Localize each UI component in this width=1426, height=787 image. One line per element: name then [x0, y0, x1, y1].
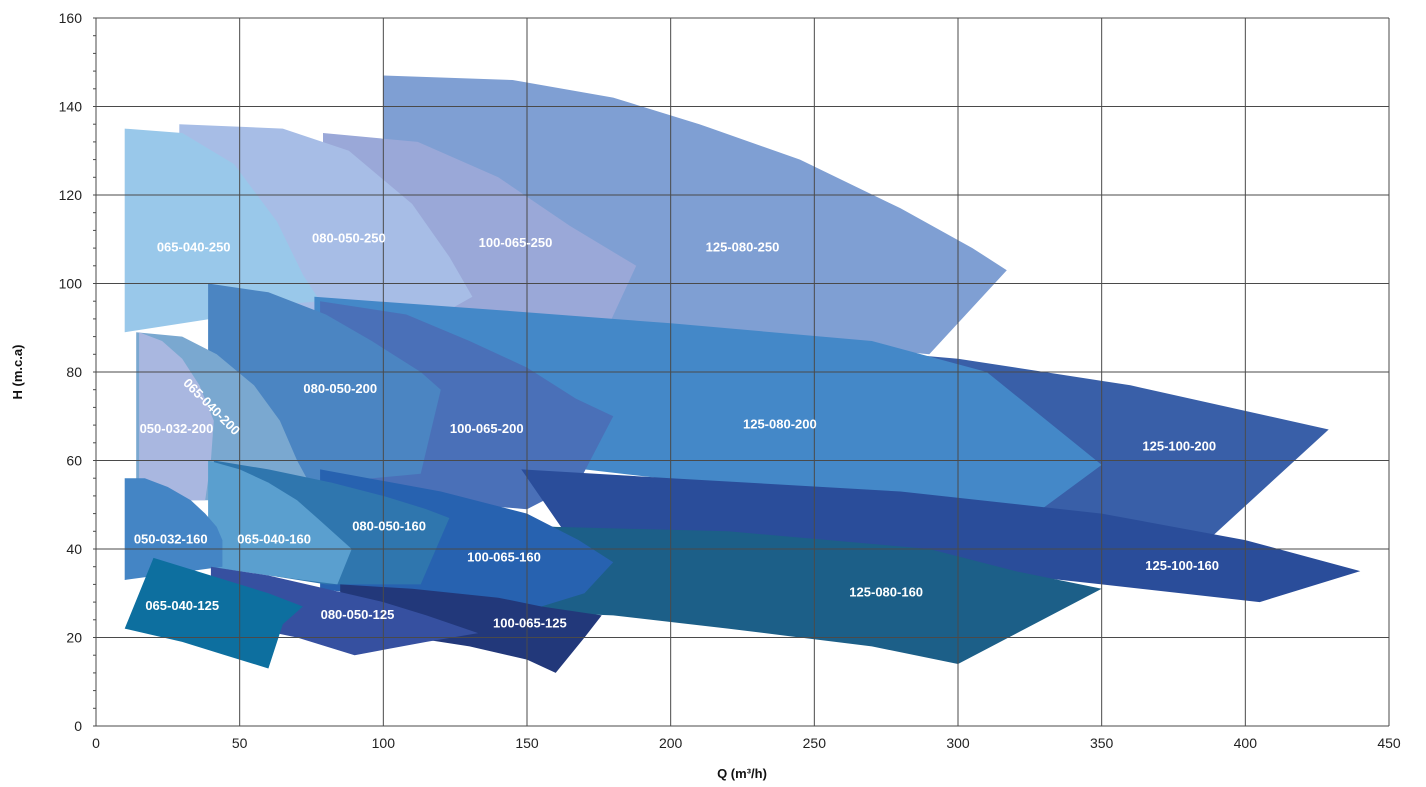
- region-label-125-100-200: 125-100-200: [1142, 439, 1216, 454]
- y-axis-title: H (m.c.a): [10, 345, 25, 400]
- x-tick-label: 200: [659, 735, 683, 751]
- y-tick-label: 0: [74, 718, 82, 734]
- region-065-040-250: [124, 128, 321, 333]
- region-050-032-160: [124, 478, 223, 580]
- x-tick-label: 300: [946, 735, 970, 751]
- x-tick-label: 0: [92, 735, 100, 751]
- x-tick-label: 100: [372, 735, 396, 751]
- y-tick-label: 160: [59, 10, 83, 26]
- grid-layer: [93, 17, 1390, 727]
- y-tick-label: 140: [59, 99, 83, 115]
- region-100-065-125: [340, 584, 602, 673]
- region-label-100-065-125: 100-065-125: [493, 616, 567, 631]
- region-label-100-065-200: 100-065-200: [450, 421, 524, 436]
- region-label-100-065-160: 100-065-160: [467, 549, 541, 564]
- region-label-065-040-160: 065-040-160: [237, 532, 311, 547]
- region-label-080-050-125: 080-050-125: [321, 607, 395, 622]
- x-tick-label: 450: [1377, 735, 1401, 751]
- x-tick-label: 250: [803, 735, 827, 751]
- x-tick-label: 350: [1090, 735, 1114, 751]
- x-axis-title: Q (m³/h): [717, 766, 767, 781]
- regions-layer: [124, 75, 1361, 673]
- x-tick-label: 50: [232, 735, 248, 751]
- region-label-080-050-250: 080-050-250: [312, 231, 386, 246]
- region-label-065-040-250: 065-040-250: [157, 240, 231, 255]
- region-label-080-050-160: 080-050-160: [352, 518, 426, 533]
- region-label-080-050-200: 080-050-200: [303, 381, 377, 396]
- region-label-125-080-160: 125-080-160: [849, 585, 923, 600]
- region-125-080-200: [314, 296, 1102, 514]
- y-tick-label: 20: [66, 630, 82, 646]
- y-tick-label: 100: [59, 276, 83, 292]
- y-tick-label: 80: [66, 364, 82, 380]
- region-label-125-100-160: 125-100-160: [1145, 558, 1219, 573]
- region-065-040-125: [124, 557, 303, 669]
- x-tick-label: 400: [1234, 735, 1258, 751]
- region-050-032-200: [139, 332, 214, 501]
- region-label-125-080-250: 125-080-250: [706, 240, 780, 255]
- region-125-100-160: [521, 469, 1361, 603]
- y-tick-label: 120: [59, 187, 83, 203]
- y-tick-label: 40: [66, 541, 82, 557]
- region-label-050-032-160: 050-032-160: [134, 532, 208, 547]
- region-label-065-040-125: 065-040-125: [145, 598, 219, 613]
- axis-ticks-layer: 0 50 100 150 200 250 300 350 400 450 0 20 40 60 80 100 1…: [59, 10, 1401, 751]
- region-065-040-160: [208, 460, 352, 585]
- region-label-100-065-250: 100-065-250: [479, 235, 553, 250]
- y-tick-label: 60: [66, 453, 82, 469]
- x-tick-label: 150: [515, 735, 539, 751]
- region-label-050-032-200: 050-032-200: [140, 421, 214, 436]
- region-label-125-080-200: 125-080-200: [743, 417, 817, 432]
